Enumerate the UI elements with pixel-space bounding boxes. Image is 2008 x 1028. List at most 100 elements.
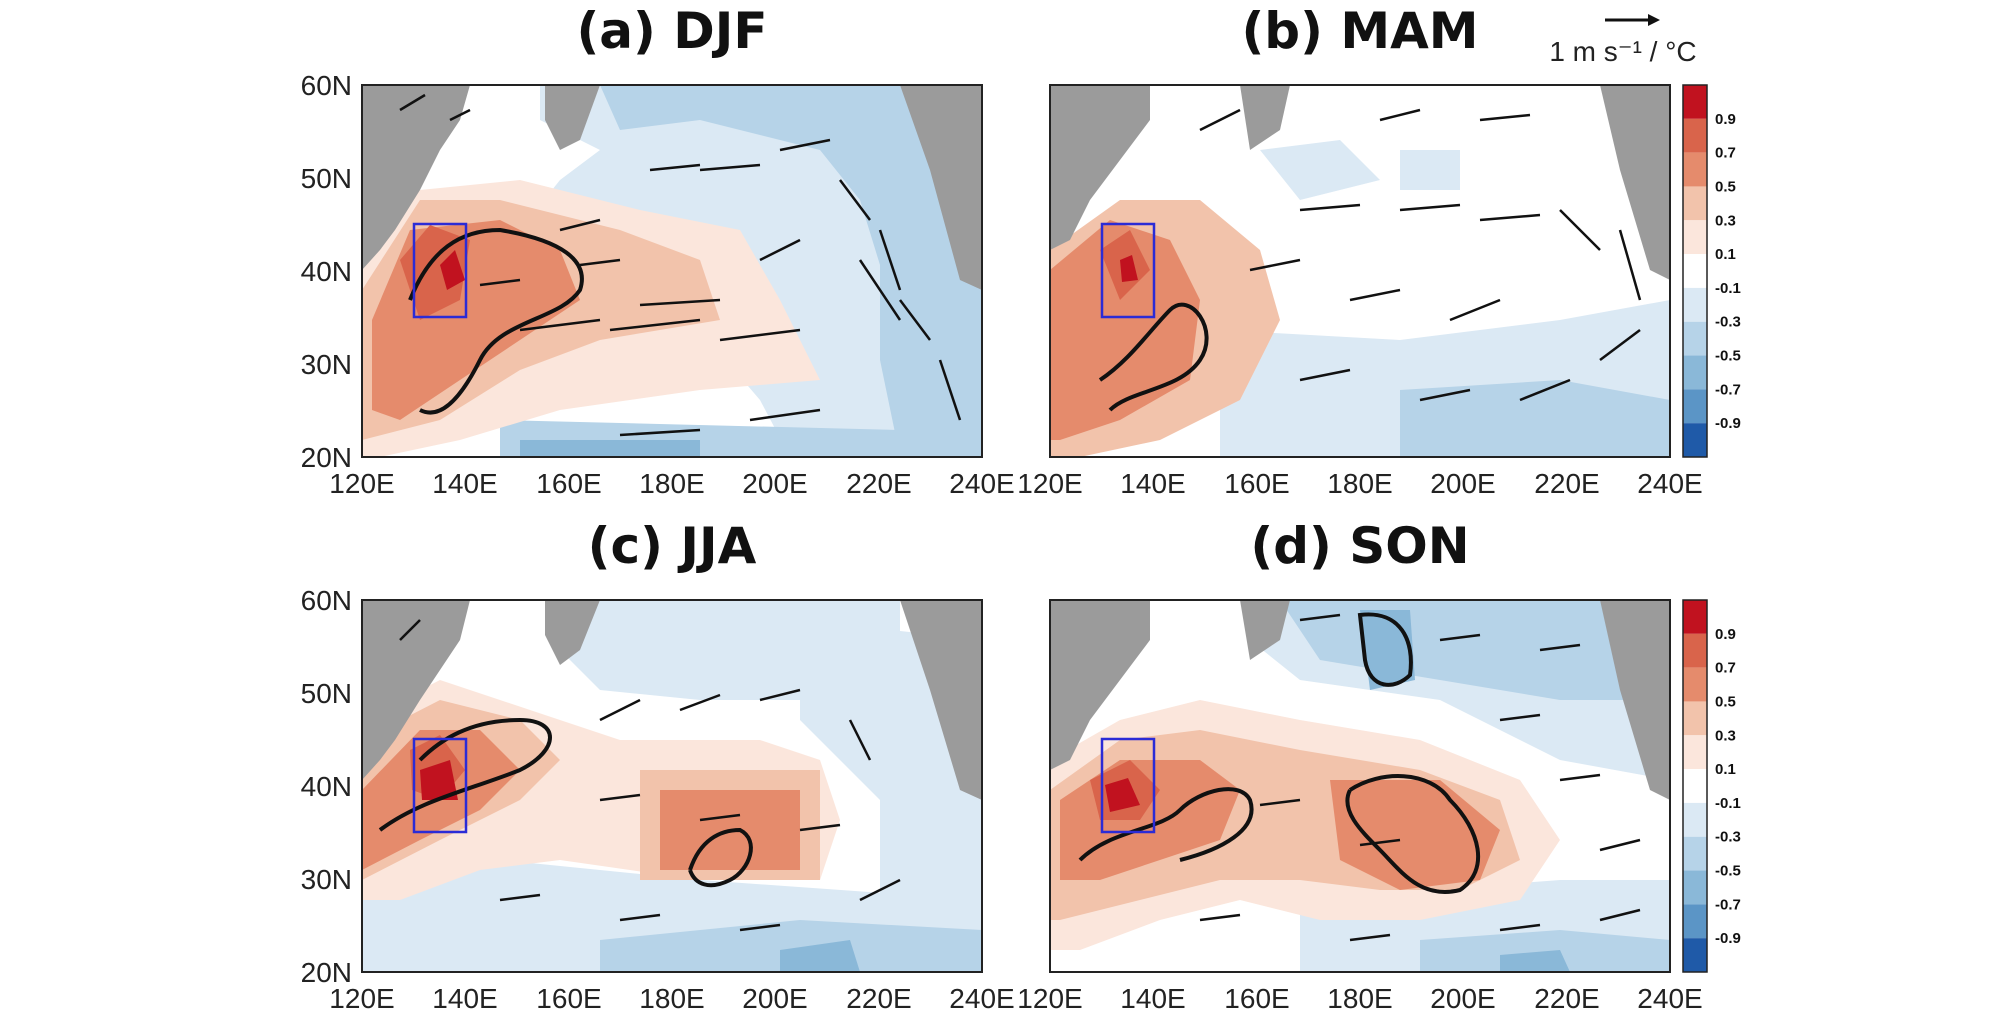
colorbar-swatch <box>1683 802 1707 837</box>
panel-c-map <box>362 600 982 972</box>
colorbar-swatch <box>1683 938 1707 972</box>
panel-b-map <box>1050 85 1670 457</box>
lon-tick: 240E <box>1637 468 1702 499</box>
lat-tick: 50N <box>301 678 352 709</box>
panel-b: (b) MAM 120E 140E <box>1017 2 1702 499</box>
colorbar-label: 0.7 <box>1715 145 1736 162</box>
colorbar-label: 0.3 <box>1715 727 1736 744</box>
colorbar-swatch <box>1683 836 1707 871</box>
panel-d-title: (d) SON <box>1250 517 1469 575</box>
lon-tick: 220E <box>1534 983 1599 1014</box>
lat-tick: 20N <box>301 957 352 988</box>
colorbar-label: 0.9 <box>1715 111 1736 128</box>
colorbar-bottom: 0.9 0.7 0.5 0.3 0.1 -0.1 -0.3 -0.5 -0.7 -0.9 <box>1682 599 1741 973</box>
lat-tick: 60N <box>301 585 352 616</box>
colorbar-label: -0.7 <box>1715 896 1741 913</box>
focus-box <box>1100 737 1156 834</box>
colorbar-label: -0.1 <box>1715 795 1741 812</box>
focus-box <box>1100 222 1156 319</box>
lon-tick: 120E <box>1017 983 1082 1014</box>
panel-c-lat-ticks: 60N 50N 40N 30N 20N <box>301 585 352 988</box>
lat-tick: 40N <box>301 771 352 802</box>
lon-tick: 220E <box>846 468 911 499</box>
panel-c: (c) JJA <box>301 517 1015 1014</box>
lat-tick: 30N <box>301 864 352 895</box>
lon-tick: 200E <box>742 983 807 1014</box>
colorbar-swatch <box>1683 85 1707 119</box>
colorbar-label: -0.3 <box>1715 314 1741 331</box>
focus-box <box>412 222 468 319</box>
panel-c-lon-ticks: 120E 140E 160E 180E 200E 220E 240E <box>329 983 1014 1014</box>
lon-tick: 160E <box>536 468 601 499</box>
colorbar-swatch <box>1683 667 1707 702</box>
lat-tick: 20N <box>301 442 352 473</box>
lon-tick: 140E <box>1120 983 1185 1014</box>
colorbar-label: -0.5 <box>1715 348 1741 365</box>
colorbar-swatch <box>1683 769 1707 803</box>
panel-b-title: (b) MAM <box>1241 2 1478 60</box>
colorbar-label: -0.3 <box>1715 829 1741 846</box>
lon-tick: 240E <box>949 468 1014 499</box>
colorbar-frame <box>1682 84 1708 458</box>
panel-d: (d) SON <box>1017 517 1702 1014</box>
colorbar-swatch <box>1683 321 1707 356</box>
lon-tick: 140E <box>1120 468 1185 499</box>
lon-tick: 160E <box>1224 468 1289 499</box>
colorbar-swatch <box>1683 904 1707 939</box>
colorbar-label: -0.1 <box>1715 280 1741 297</box>
lon-tick: 200E <box>1430 983 1495 1014</box>
panel-a-lat-ticks: 60N 50N 40N 30N 20N <box>301 70 352 473</box>
colorbar-swatch <box>1683 701 1707 736</box>
lat-tick: 60N <box>301 70 352 101</box>
lon-tick: 200E <box>742 468 807 499</box>
lon-tick: 180E <box>1327 468 1392 499</box>
lon-tick: 220E <box>846 983 911 1014</box>
colorbar-swatch <box>1683 633 1707 668</box>
panel-a: (a) DJF <box>301 2 1015 499</box>
lon-tick: 240E <box>949 983 1014 1014</box>
lon-tick: 120E <box>329 468 394 499</box>
colorbar-label: -0.9 <box>1715 415 1741 432</box>
colorbar-swatch <box>1683 389 1707 424</box>
colorbar-frame <box>1682 599 1708 973</box>
lat-tick: 50N <box>301 163 352 194</box>
colorbar-swatch <box>1683 735 1707 770</box>
colorbar-swatch <box>1683 186 1707 221</box>
colorbar-label: -0.5 <box>1715 863 1741 880</box>
panel-d-map <box>1050 600 1670 972</box>
panel-a-map <box>362 85 982 457</box>
lat-tick: 30N <box>301 349 352 380</box>
colorbar-swatch <box>1683 254 1707 288</box>
lon-tick: 220E <box>1534 468 1599 499</box>
focus-box <box>412 737 468 834</box>
reference-vector-label: 1 m s⁻¹ / °C <box>1549 36 1696 67</box>
lon-tick: 160E <box>1224 983 1289 1014</box>
colorbar-swatch <box>1683 118 1707 153</box>
colorbar-swatch <box>1683 355 1707 390</box>
colorbar-swatch <box>1683 423 1707 457</box>
lon-tick: 120E <box>329 983 394 1014</box>
panel-a-lon-ticks: 120E 140E 160E 180E 200E 220E 240E <box>329 468 1014 499</box>
colorbar-swatch <box>1683 220 1707 255</box>
colorbar-swatch <box>1683 600 1707 634</box>
colorbar-top: 0.9 0.7 0.5 0.3 0.1 -0.1 -0.3 -0.5 -0.7 -0.9 <box>1682 84 1741 458</box>
lon-tick: 180E <box>1327 983 1392 1014</box>
colorbar-label: -0.7 <box>1715 381 1741 398</box>
panel-c-title: (c) JJA <box>588 517 757 575</box>
panel-d-lon-ticks: 120E 140E 160E 180E 200E 220E 240E <box>1017 983 1702 1014</box>
lon-tick: 160E <box>536 983 601 1014</box>
colorbar-label: -0.9 <box>1715 930 1741 947</box>
colorbar-label: 0.3 <box>1715 212 1736 229</box>
colorbar-label: 0.5 <box>1715 693 1736 710</box>
lon-tick: 180E <box>639 983 704 1014</box>
lon-tick: 180E <box>639 468 704 499</box>
colorbar-swatch <box>1683 287 1707 322</box>
colorbar-label: 0.5 <box>1715 178 1736 195</box>
colorbar-label: 0.9 <box>1715 626 1736 643</box>
lon-tick: 240E <box>1637 983 1702 1014</box>
panel-b-lon-ticks: 120E 140E 160E 180E 200E 220E 240E <box>1017 468 1702 499</box>
colorbar-label: 0.1 <box>1715 246 1736 263</box>
lon-tick: 140E <box>432 983 497 1014</box>
lat-tick: 40N <box>301 256 352 287</box>
lon-tick: 140E <box>432 468 497 499</box>
